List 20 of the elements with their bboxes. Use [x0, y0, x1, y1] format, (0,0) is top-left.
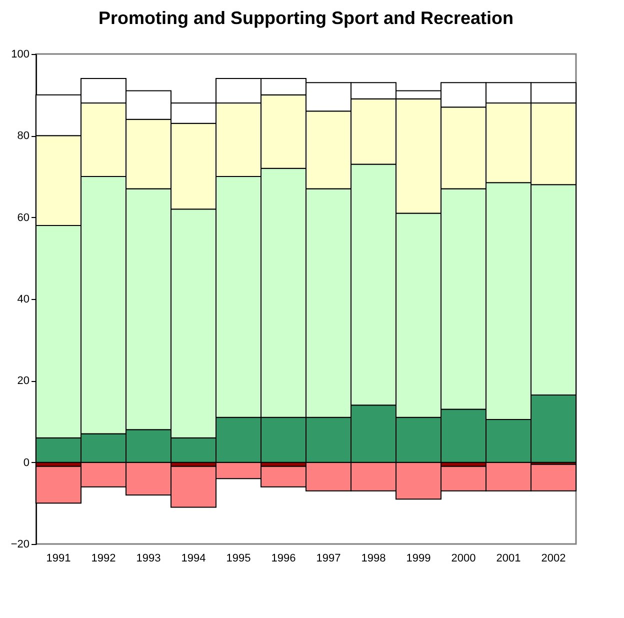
- y-tick-label: 80: [17, 130, 30, 142]
- y-tick-label: −20: [10, 538, 30, 550]
- x-tick-label: 1993: [136, 552, 161, 564]
- chart-title: Promoting and Supporting Sport and Recreation: [98, 8, 514, 28]
- x-tick-label: 1994: [181, 552, 206, 564]
- x-tick-label: 1998: [361, 552, 386, 564]
- y-tick-label: 20: [17, 375, 30, 388]
- y-tick-label: 40: [17, 294, 30, 306]
- y-tick-label: 60: [17, 212, 30, 224]
- x-tick-label: 1999: [406, 552, 431, 564]
- x-tick-label: 1996: [271, 552, 296, 564]
- x-tick-label: 1995: [226, 552, 251, 564]
- x-tick-label: 2001: [496, 552, 521, 564]
- x-tick-label: 2000: [451, 552, 476, 564]
- x-tick-label: 1992: [91, 552, 116, 564]
- x-tick-label: 2002: [541, 552, 566, 564]
- x-tick-label: 1991: [46, 552, 71, 564]
- x-tick-label: 1997: [316, 552, 341, 564]
- y-tick-label: 0: [23, 456, 30, 469]
- y-tick-label: 100: [11, 48, 30, 60]
